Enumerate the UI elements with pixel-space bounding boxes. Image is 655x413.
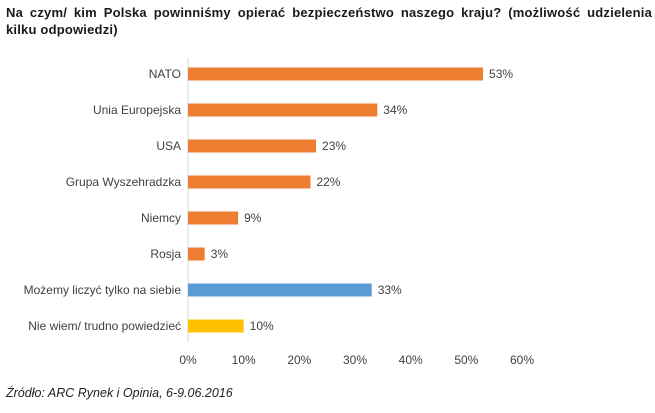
data-label: 22% — [316, 175, 340, 189]
data-label: 53% — [489, 67, 513, 81]
x-tick-label: 20% — [287, 353, 311, 367]
bar — [188, 103, 378, 117]
category-label: NATO — [149, 67, 181, 81]
bar — [188, 175, 311, 189]
data-label: 10% — [250, 319, 274, 333]
x-tick-label: 0% — [179, 353, 197, 367]
bar — [188, 319, 244, 333]
category-label: Rosja — [150, 247, 181, 261]
data-label: 9% — [244, 211, 262, 225]
x-tick-label: 30% — [343, 353, 367, 367]
source-note: Źródło: ARC Rynek i Opinia, 6-9.06.2016 — [6, 386, 233, 400]
x-tick-label: 50% — [454, 353, 478, 367]
bar — [188, 247, 205, 261]
category-label: Niemcy — [141, 211, 181, 225]
category-label: Grupa Wyszehradzka — [66, 175, 182, 189]
category-label: Nie wiem/ trudno powiedzieć — [28, 319, 181, 333]
data-label: 34% — [383, 103, 407, 117]
bar — [188, 139, 317, 153]
data-label: 3% — [211, 247, 229, 261]
bar — [188, 211, 239, 225]
x-tick-label: 60% — [510, 353, 534, 367]
category-label: Unia Europejska — [93, 103, 181, 117]
data-label: 23% — [322, 139, 346, 153]
bar — [188, 283, 372, 297]
chart-title: Na czym/ kim Polska powinniśmy opierać b… — [6, 5, 652, 37]
category-label: Możemy liczyć tylko na siebie — [24, 283, 182, 297]
bar — [188, 67, 484, 81]
data-label: 33% — [378, 283, 402, 297]
x-tick-label: 10% — [232, 353, 256, 367]
x-tick-label: 40% — [399, 353, 423, 367]
category-label: USA — [156, 139, 181, 153]
